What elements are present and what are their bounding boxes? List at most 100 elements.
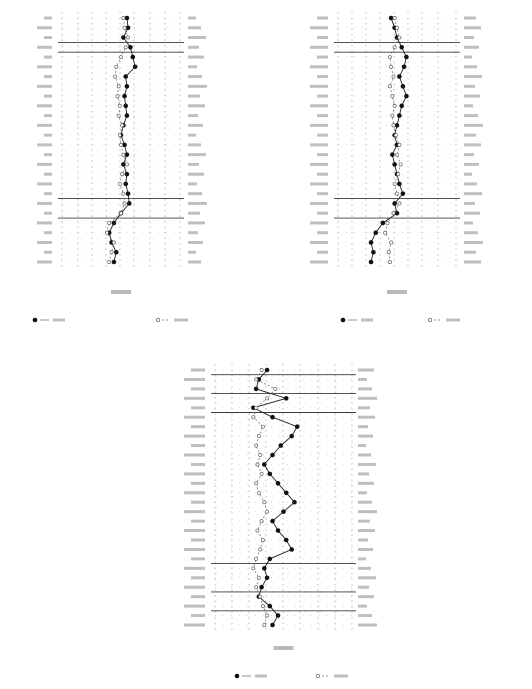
data-point-open: [119, 211, 123, 216]
data-point-open: [259, 471, 264, 476]
series-line-1: [252, 369, 298, 626]
row-label-right: [358, 368, 374, 372]
row-label-left: [37, 143, 52, 147]
row-label-left: [44, 114, 52, 118]
row-label-left: [37, 201, 52, 205]
row-label-left: [191, 462, 205, 466]
data-point-filled: [401, 64, 407, 70]
data-point-filled: [392, 162, 397, 167]
row-label-left: [37, 182, 52, 186]
data-point-filled: [404, 54, 409, 60]
legend-label-mark: [361, 318, 373, 322]
legend-label-mark: [334, 674, 348, 678]
data-point-open: [391, 211, 396, 216]
data-point-filled: [368, 240, 374, 245]
row-label-left: [317, 192, 328, 196]
legend-label-mark: [53, 318, 65, 322]
data-point-open: [387, 260, 392, 264]
row-label-right: [464, 26, 481, 30]
row-label-left: [37, 123, 52, 127]
data-point-open: [254, 443, 259, 448]
data-point-open: [120, 172, 125, 177]
data-point-open: [256, 575, 261, 580]
legend-marker-open: [428, 318, 432, 322]
data-point-filled: [124, 152, 130, 157]
row-label-right: [358, 538, 368, 542]
row-label-right: [358, 481, 374, 485]
data-point-open: [117, 103, 122, 108]
row-label-right: [464, 211, 480, 215]
data-point-open: [265, 396, 270, 401]
row-label-right: [188, 16, 196, 20]
data-point-open: [107, 221, 112, 225]
data-point-open: [391, 123, 396, 128]
row-label-left: [317, 153, 328, 157]
data-point-filled: [267, 471, 273, 477]
data-point-open: [126, 35, 131, 40]
row-label-right: [464, 240, 483, 244]
data-point-open: [120, 123, 125, 128]
data-point-filled: [132, 64, 138, 70]
row-label-right: [464, 16, 476, 20]
data-point-open: [121, 16, 126, 20]
row-label-left: [191, 406, 205, 410]
row-label-left: [44, 250, 52, 254]
row-label-left: [317, 114, 328, 118]
row-label-right: [464, 75, 482, 79]
row-label-left: [191, 519, 205, 523]
row-label-right: [188, 211, 200, 215]
profile-chart-1: [32, 12, 207, 323]
data-point-open: [385, 221, 390, 225]
row-label-right: [464, 133, 476, 137]
data-point-filled: [124, 15, 130, 21]
data-point-filled: [251, 405, 256, 411]
row-label-left: [184, 434, 205, 438]
row-label-right: [358, 623, 377, 627]
data-point-open: [113, 74, 118, 79]
legend-marker-filled: [32, 317, 38, 323]
data-point-open: [119, 55, 123, 59]
row-label-right: [358, 529, 375, 533]
row-label-left: [310, 104, 328, 108]
data-point-filled: [368, 259, 374, 265]
row-label-left: [310, 123, 328, 127]
row-label-right: [464, 84, 475, 88]
row-label-right: [188, 231, 198, 235]
row-label-left: [184, 623, 205, 627]
data-point-open: [121, 152, 126, 157]
row-label-right: [188, 260, 201, 264]
data-point-open: [395, 25, 399, 30]
data-point-open: [397, 201, 402, 206]
data-point-filled: [394, 123, 400, 128]
row-label-left: [191, 387, 205, 391]
data-point-filled: [275, 528, 281, 533]
data-point-open: [104, 230, 109, 235]
legend-marker-filled: [234, 673, 240, 679]
data-point-filled: [267, 603, 273, 609]
data-point-filled: [111, 220, 117, 226]
row-label-right: [358, 387, 372, 391]
row-label-right: [464, 172, 472, 176]
row-label-right: [358, 585, 369, 589]
row-label-left: [191, 595, 205, 599]
row-label-left: [44, 36, 52, 40]
data-point-open: [396, 172, 401, 177]
row-label-right: [464, 36, 474, 40]
data-point-open: [251, 566, 256, 571]
data-point-open: [258, 594, 263, 599]
profile-chart-3: [184, 364, 377, 679]
row-label-left: [317, 250, 328, 254]
data-point-filled: [400, 191, 406, 196]
row-label-left: [317, 94, 328, 98]
row-label-right: [358, 595, 374, 599]
data-point-open: [109, 250, 114, 255]
data-point-open: [258, 453, 263, 457]
data-point-filled: [289, 547, 295, 552]
data-point-open: [389, 64, 394, 69]
data-point-open: [395, 191, 399, 196]
data-point-filled: [373, 230, 379, 236]
data-point-filled: [256, 377, 262, 382]
row-label-left: [310, 162, 328, 166]
row-label-left: [184, 510, 205, 514]
